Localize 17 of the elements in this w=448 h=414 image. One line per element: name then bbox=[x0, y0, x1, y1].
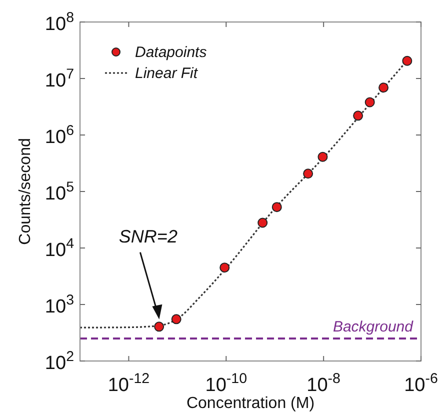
x-tick-label: 10$^{-8}$ bbox=[306, 371, 341, 396]
y-axis-title: Counts/second bbox=[17, 138, 34, 245]
y-tick-label: 10$^{7}$ bbox=[44, 66, 74, 92]
y-tick-label: 10$^{5}$ bbox=[44, 180, 74, 204]
y-tick-label: 10$^{2}$ bbox=[44, 349, 74, 374]
x-tick-label: 10$^{-10}$ bbox=[205, 371, 248, 396]
x-tick-label: 10$^{-6}$ bbox=[404, 371, 438, 396]
y-tick-label: 10$^{8}$ bbox=[44, 10, 74, 35]
y-tick-label: 10$^{3}$ bbox=[44, 292, 74, 318]
ref-line-label: Background bbox=[332, 318, 414, 336]
y-tick-label: 10$^{4}$ bbox=[44, 236, 74, 261]
legend-label: Linear Fit bbox=[135, 65, 198, 82]
annotation: SNR=2 bbox=[118, 226, 178, 246]
legend-label: Datapoints bbox=[135, 44, 208, 61]
x-axis-title: Concentration (M) bbox=[186, 395, 315, 412]
x-tick-label: 10$^{-12}$ bbox=[108, 371, 150, 396]
y-tick-label: 10$^{6}$ bbox=[44, 123, 74, 148]
